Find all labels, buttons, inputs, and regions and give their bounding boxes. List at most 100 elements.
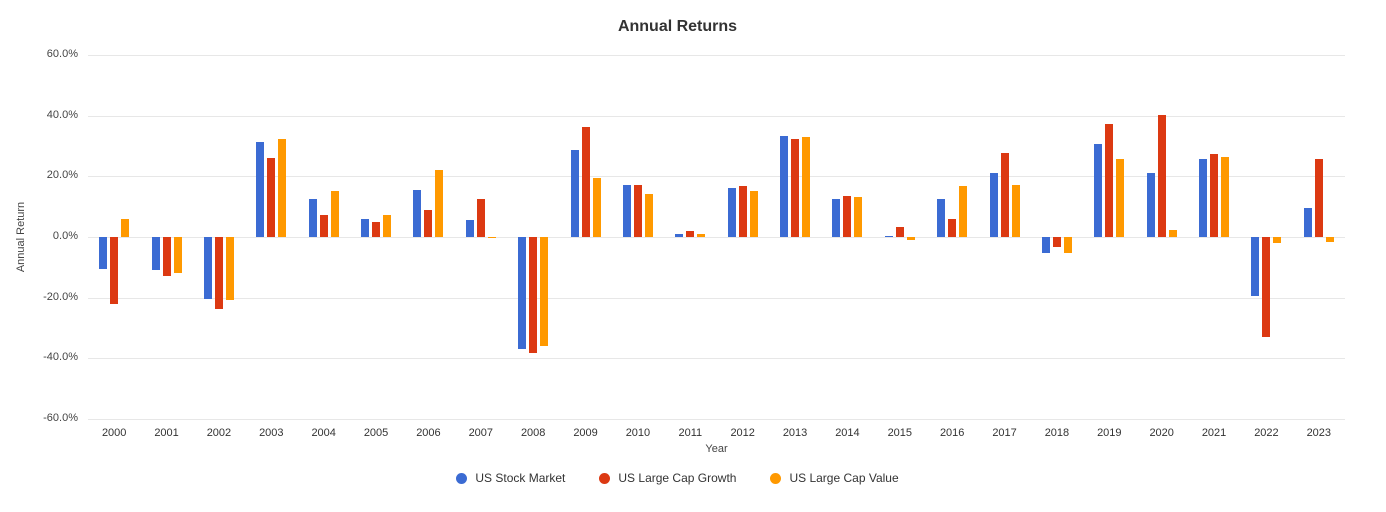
bar-us-large-cap-growth-2010[interactable] (633, 185, 642, 237)
bar-us-large-cap-value-2008[interactable] (540, 237, 549, 347)
bar-us-large-cap-value-2015[interactable] (906, 237, 915, 241)
bar-us-large-cap-value-2017[interactable] (1011, 185, 1020, 237)
bar-us-large-cap-value-2006[interactable] (435, 169, 444, 237)
x-tick-label-2019: 2019 (1097, 427, 1122, 439)
x-tick-label-2005: 2005 (363, 427, 389, 439)
x-tick-label-2012: 2012 (730, 427, 755, 439)
bar-us-stock-market-2002[interactable] (203, 237, 212, 300)
legend-item-us-large-cap-growth[interactable]: US Large Cap Growth (599, 471, 736, 485)
bar-us-stock-market-2014[interactable] (832, 199, 841, 237)
bar-us-large-cap-value-2013[interactable] (802, 137, 811, 237)
legend-dot-us-stock-market (456, 472, 468, 484)
x-tick-label-2015: 2015 (887, 427, 913, 439)
bar-us-large-cap-growth-2004[interactable] (319, 215, 328, 237)
bar-us-stock-market-2021[interactable] (1199, 159, 1208, 237)
bar-us-large-cap-value-2002[interactable] (225, 237, 234, 301)
bar-us-stock-market-2023[interactable] (1303, 208, 1312, 237)
bar-us-large-cap-value-2011[interactable] (697, 233, 706, 237)
bar-us-large-cap-growth-2021[interactable] (1210, 154, 1219, 237)
bar-us-stock-market-2018[interactable] (1041, 237, 1050, 253)
bar-us-stock-market-2017[interactable] (989, 172, 998, 237)
legend-item-us-large-cap-value[interactable]: US Large Cap Value (770, 471, 899, 485)
bar-us-stock-market-2006[interactable] (413, 190, 422, 237)
bar-us-stock-market-2000[interactable] (99, 237, 108, 270)
bar-us-stock-market-2016[interactable] (937, 199, 946, 237)
bar-us-large-cap-value-2005[interactable] (383, 215, 392, 237)
x-tick-label-2023: 2023 (1306, 427, 1332, 439)
bar-us-large-cap-value-2004[interactable] (330, 190, 339, 237)
y-tick-label-40: 40.0% (46, 108, 78, 121)
y-tick-label--40: -40.0% (43, 351, 78, 364)
bar-us-large-cap-value-2023[interactable] (1325, 237, 1334, 242)
bar-us-large-cap-value-2022[interactable] (1273, 237, 1282, 244)
bar-us-large-cap-growth-2007[interactable] (476, 198, 485, 237)
bar-us-large-cap-value-2009[interactable] (592, 177, 601, 237)
bar-us-large-cap-growth-2016[interactable] (948, 218, 957, 237)
bar-us-large-cap-growth-2014[interactable] (843, 196, 852, 237)
bar-us-large-cap-growth-2015[interactable] (895, 227, 904, 237)
legend-item-us-stock-market[interactable]: US Stock Market (456, 471, 565, 485)
bar-us-large-cap-growth-2023[interactable] (1314, 158, 1323, 237)
bar-us-large-cap-growth-2017[interactable] (1000, 152, 1009, 237)
legend-dot-us-large-cap-growth (599, 472, 611, 484)
bar-us-stock-market-2003[interactable] (256, 141, 265, 237)
x-tick-label-2000: 2000 (101, 427, 127, 439)
bar-us-stock-market-2008[interactable] (518, 237, 527, 350)
bar-us-large-cap-value-2016[interactable] (959, 186, 968, 237)
x-tick-label-2002: 2002 (206, 427, 232, 439)
x-tick-label-2021: 2021 (1201, 427, 1227, 439)
bar-us-stock-market-2022[interactable] (1251, 237, 1260, 297)
bar-us-stock-market-2009[interactable] (570, 149, 579, 237)
bar-us-large-cap-value-2003[interactable] (278, 139, 287, 237)
x-tick-label-2007: 2007 (468, 427, 494, 439)
bar-us-large-cap-growth-2005[interactable] (372, 221, 381, 237)
bar-us-large-cap-value-2010[interactable] (644, 193, 653, 237)
bar-us-stock-market-2004[interactable] (308, 199, 317, 237)
bar-us-large-cap-growth-2011[interactable] (686, 231, 695, 237)
bar-us-stock-market-2020[interactable] (1146, 173, 1155, 237)
bar-us-large-cap-value-2018[interactable] (1063, 237, 1072, 254)
gridline-0 (88, 237, 1345, 238)
bar-us-large-cap-growth-2022[interactable] (1262, 237, 1271, 338)
bar-us-large-cap-growth-2019[interactable] (1105, 124, 1114, 237)
x-tick-label-2016: 2016 (939, 427, 965, 439)
bar-us-stock-market-2011[interactable] (675, 233, 684, 237)
bar-us-large-cap-value-2001[interactable] (173, 237, 182, 274)
x-tick-label-2008: 2008 (520, 427, 546, 439)
x-tick-label-2006: 2006 (416, 427, 441, 439)
bar-us-large-cap-growth-2013[interactable] (791, 139, 800, 237)
bar-us-large-cap-value-2019[interactable] (1116, 158, 1125, 237)
gridline-60 (88, 55, 1345, 57)
bar-us-large-cap-growth-2000[interactable] (110, 237, 119, 304)
bar-us-stock-market-2012[interactable] (727, 187, 736, 237)
x-tick-label-2017: 2017 (992, 427, 1017, 439)
bar-us-stock-market-2013[interactable] (780, 135, 789, 237)
bar-us-stock-market-2015[interactable] (884, 236, 893, 237)
x-tick-label-2014: 2014 (835, 427, 860, 439)
y-tick-label-60: 60.0% (46, 48, 78, 61)
bar-us-large-cap-growth-2018[interactable] (1052, 237, 1061, 247)
bar-us-large-cap-value-2021[interactable] (1221, 156, 1230, 237)
bar-us-large-cap-growth-2009[interactable] (581, 126, 590, 237)
bar-us-stock-market-2001[interactable] (151, 237, 160, 271)
bar-us-large-cap-value-2014[interactable] (854, 197, 863, 237)
bar-us-large-cap-growth-2002[interactable] (214, 237, 223, 309)
bar-us-large-cap-growth-2008[interactable] (529, 237, 538, 353)
bar-us-large-cap-growth-2020[interactable] (1157, 115, 1166, 237)
bar-us-large-cap-growth-2003[interactable] (267, 158, 276, 237)
gridline--20 (88, 297, 1345, 299)
gridline-20 (88, 176, 1345, 178)
x-tick-label-2022: 2022 (1254, 427, 1279, 439)
bar-us-stock-market-2019[interactable] (1094, 143, 1103, 237)
bar-us-stock-market-2007[interactable] (465, 220, 474, 237)
bar-us-large-cap-growth-2006[interactable] (424, 209, 433, 237)
bar-us-large-cap-growth-2001[interactable] (162, 237, 171, 277)
bar-us-stock-market-2005[interactable] (361, 218, 370, 237)
bar-us-large-cap-value-2000[interactable] (121, 218, 130, 237)
bar-us-large-cap-value-2020[interactable] (1168, 230, 1177, 237)
chart-title: Annual Returns (617, 18, 738, 35)
bar-us-stock-market-2010[interactable] (622, 185, 631, 237)
bar-us-large-cap-growth-2012[interactable] (738, 185, 747, 237)
bar-us-large-cap-value-2012[interactable] (749, 191, 758, 237)
